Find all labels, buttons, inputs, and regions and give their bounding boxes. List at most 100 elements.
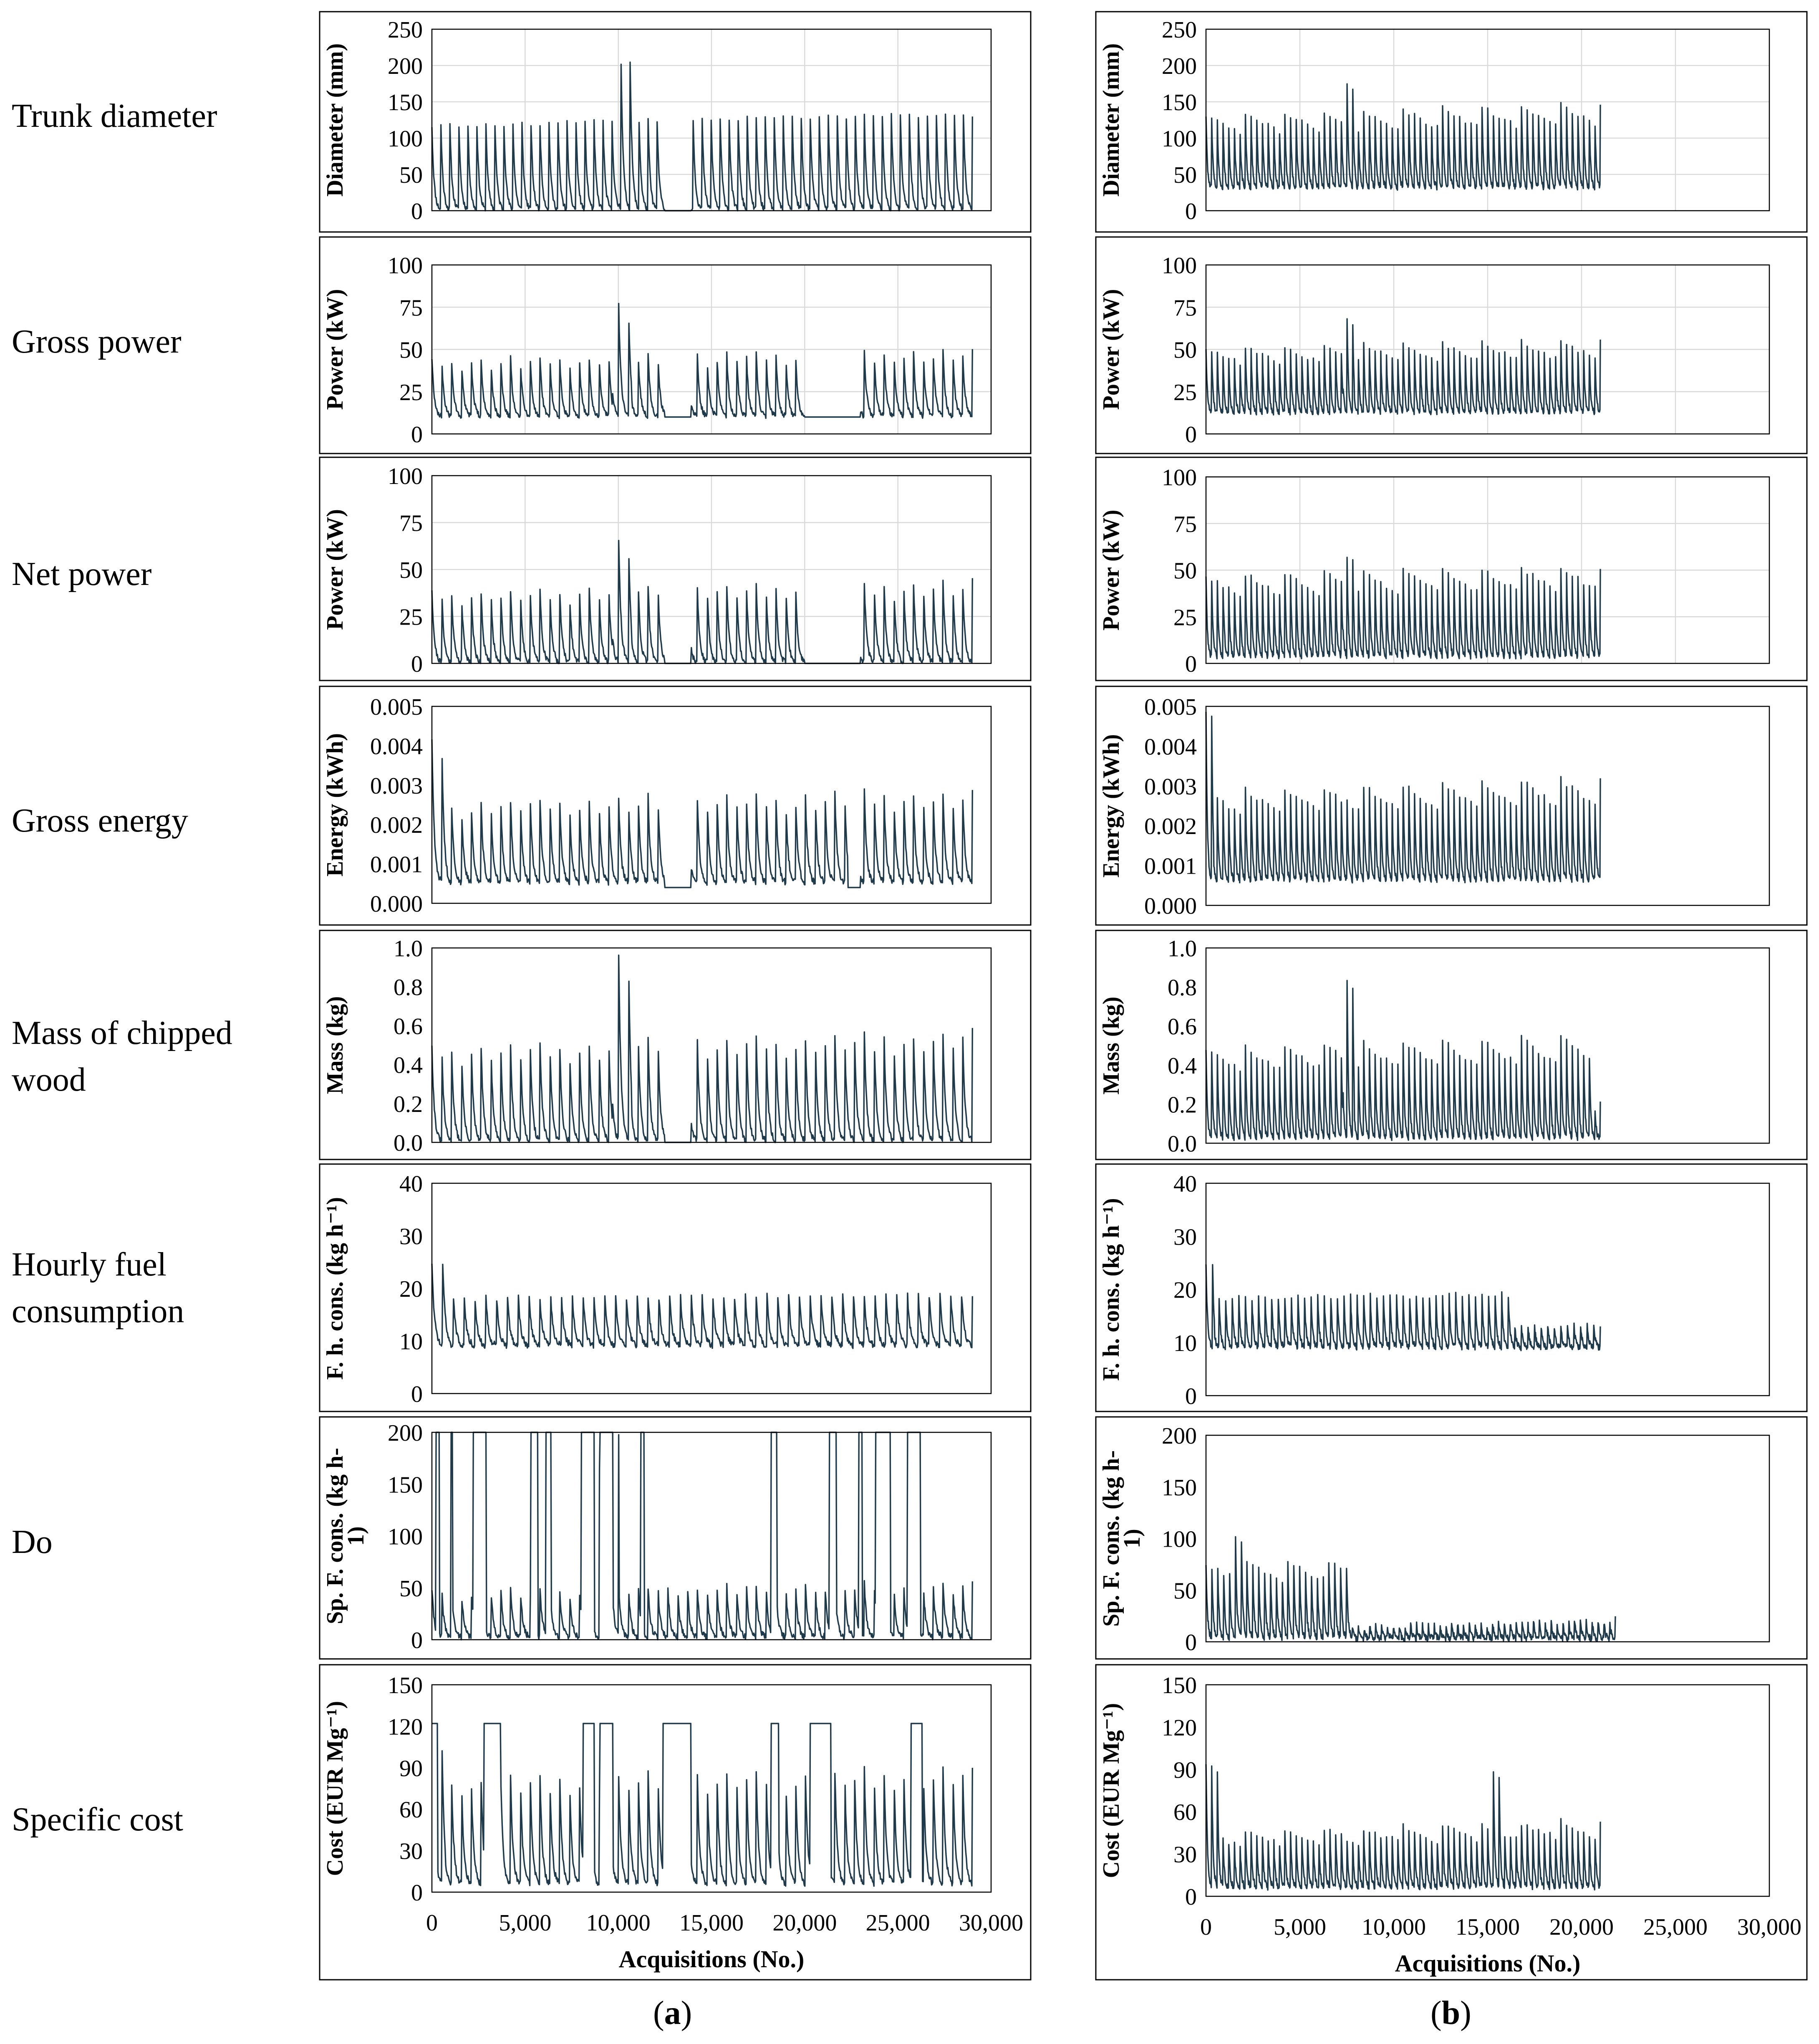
series-line (1205, 1264, 1601, 1351)
row-label: Trunk diameter (12, 93, 217, 139)
y-tick-label: 60 (1173, 1800, 1197, 1825)
y-tick-label: 0.005 (1144, 694, 1197, 720)
y-tick-label: 0 (1185, 1884, 1197, 1910)
y-tick-label: 30 (399, 1224, 423, 1250)
y-tick-label: 0.6 (394, 1013, 423, 1039)
row-label: Hourly fuel consumption (12, 1241, 184, 1335)
y-tick-label: 40 (1173, 1171, 1197, 1197)
y-tick-label: 50 (1173, 1578, 1197, 1604)
y-tick-label: 0.004 (1144, 734, 1197, 760)
y-tick-label: 0 (411, 651, 423, 677)
y-tick-label: 30 (1173, 1224, 1197, 1250)
y-tick-label: 75 (399, 295, 423, 321)
y-tick-label: 75 (1173, 512, 1197, 537)
y-tick-label: 0.003 (1144, 774, 1197, 800)
y-axis-label: F. h. cons. (kg h⁻¹) (1098, 1198, 1124, 1381)
row-label-line: Hourly fuel (12, 1246, 167, 1283)
series-line (1205, 83, 1601, 191)
y-tick-label: 0 (411, 1381, 423, 1407)
plot-area (1205, 1684, 1770, 1897)
y-tick-label: 0 (1185, 1630, 1197, 1656)
x-tick-label: 30,000 (1737, 1914, 1801, 1940)
chart-panel-a-4: 0.000 0.001 0.002 0.003 0.004 0.005 Energy (kW… (319, 686, 1032, 926)
panel-frame (319, 930, 1032, 1160)
series-line (431, 61, 973, 212)
y-tick-label: 100 (1162, 253, 1197, 279)
y-tick-label: 250 (388, 17, 423, 43)
row-label-line: Specific cost (12, 1801, 183, 1838)
panel-caption: (b) (1430, 1994, 1471, 2032)
chart-panel-b-2: 0 25 50 75 100 Power (kW) (1095, 236, 1808, 454)
chart-panel-a-1: 0 50 100 150 200 250 Diameter (mm) (319, 11, 1032, 233)
x-axis-label: Acquisitions (No.) (619, 1946, 805, 1973)
x-tick-label: 0 (1200, 1914, 1212, 1940)
y-axis-label: Mass (kg) (322, 996, 348, 1094)
x-tick-label: 10,000 (586, 1910, 651, 1936)
y-tick-label: 100 (1162, 1527, 1197, 1553)
y-tick-label: 20 (1173, 1278, 1197, 1303)
y-tick-label: 25 (399, 380, 423, 406)
panel-caption: (a) (653, 1994, 692, 2032)
y-axis-label: Energy (kWh) (322, 733, 348, 877)
y-tick-label: 0 (411, 422, 423, 448)
plot-area (1205, 264, 1770, 435)
y-axis-label: Sp. F. cons. (kg h-1) (1098, 1450, 1145, 1627)
row-label: Mass of chipped wood (12, 1010, 232, 1103)
y-tick-label: 100 (1162, 126, 1197, 152)
y-tick-label: 0.8 (394, 975, 423, 1001)
y-tick-label: 150 (1162, 1673, 1197, 1699)
x-tick-label: 5,000 (499, 1910, 551, 1936)
y-axis-label: F. h. cons. (kg h⁻¹) (322, 1197, 348, 1380)
series-line (1205, 557, 1601, 660)
y-tick-label: 100 (388, 1524, 423, 1550)
y-tick-label: 100 (388, 464, 423, 489)
y-tick-label: 50 (399, 1576, 423, 1602)
plot-area (431, 475, 992, 664)
row-label-line: wood (12, 1061, 86, 1098)
chart-panel-a-6: 0 10 20 30 40 F. h. cons. (kg h⁻¹) (319, 1163, 1032, 1412)
y-tick-label: 200 (1162, 53, 1197, 79)
y-tick-label: 100 (388, 126, 423, 152)
y-tick-label: 0.002 (1144, 814, 1197, 839)
y-tick-label: 0 (411, 1628, 423, 1653)
caption-open: ( (1430, 1995, 1442, 2031)
chart-panel-a-2: 0 25 50 75 100 Power (kW) (319, 236, 1032, 454)
y-tick-label: 0.2 (394, 1091, 423, 1117)
chart-panel-a-8: 0 30 60 90 120 150 Cost (EUR Mg⁻¹) 0 5,000 10,000… (319, 1664, 1032, 1981)
y-tick-label: 0.0 (1168, 1131, 1197, 1157)
y-tick-label: 50 (399, 162, 423, 188)
y-tick-label: 250 (1162, 17, 1197, 43)
plot-area (1205, 1434, 1770, 1643)
row-label-line: Do (12, 1524, 53, 1560)
y-tick-label: 40 (399, 1171, 423, 1197)
y-tick-label: 50 (399, 557, 423, 583)
x-tick-label: 20,000 (1549, 1914, 1614, 1940)
y-tick-label: 50 (399, 338, 423, 363)
panel-frame (319, 1163, 1032, 1412)
y-tick-label: 150 (1162, 90, 1197, 116)
y-tick-label: 30 (1173, 1842, 1197, 1868)
y-axis-label: Sp. F. cons. (kg h-1) (322, 1448, 369, 1624)
y-tick-label: 75 (1173, 295, 1197, 321)
chart-panel-b-7: 0 50 100 150 200 Sp. F. cons. (kg h-1) (1095, 1416, 1808, 1660)
chart-panel-b-3: 0 25 50 75 100 Power (kW) (1095, 456, 1808, 681)
y-axis-label: Cost (EUR Mg⁻¹) (1098, 1703, 1124, 1878)
y-tick-label: 0 (411, 1880, 423, 1906)
series-line (431, 954, 973, 1143)
row-label: Gross energy (12, 797, 188, 844)
y-tick-label: 0 (1185, 1384, 1197, 1409)
y-tick-label: 120 (388, 1714, 423, 1740)
y-axis-label: Mass (kg) (1098, 997, 1124, 1095)
plot-area (1205, 476, 1770, 664)
row-label-line: Trunk diameter (12, 98, 217, 134)
chart-panel-b-1: 0 50 100 150 200 250 Diameter (mm) (1095, 11, 1808, 233)
y-tick-label: 10 (399, 1329, 423, 1355)
y-tick-label: 50 (1173, 162, 1197, 188)
caption-open: ( (653, 1995, 664, 2031)
y-tick-label: 0 (411, 199, 423, 224)
y-tick-label: 0 (1185, 651, 1197, 677)
series-line (431, 539, 973, 664)
panel-frame (319, 11, 1032, 233)
y-tick-label: 150 (388, 90, 423, 116)
panel-frame (319, 236, 1032, 454)
